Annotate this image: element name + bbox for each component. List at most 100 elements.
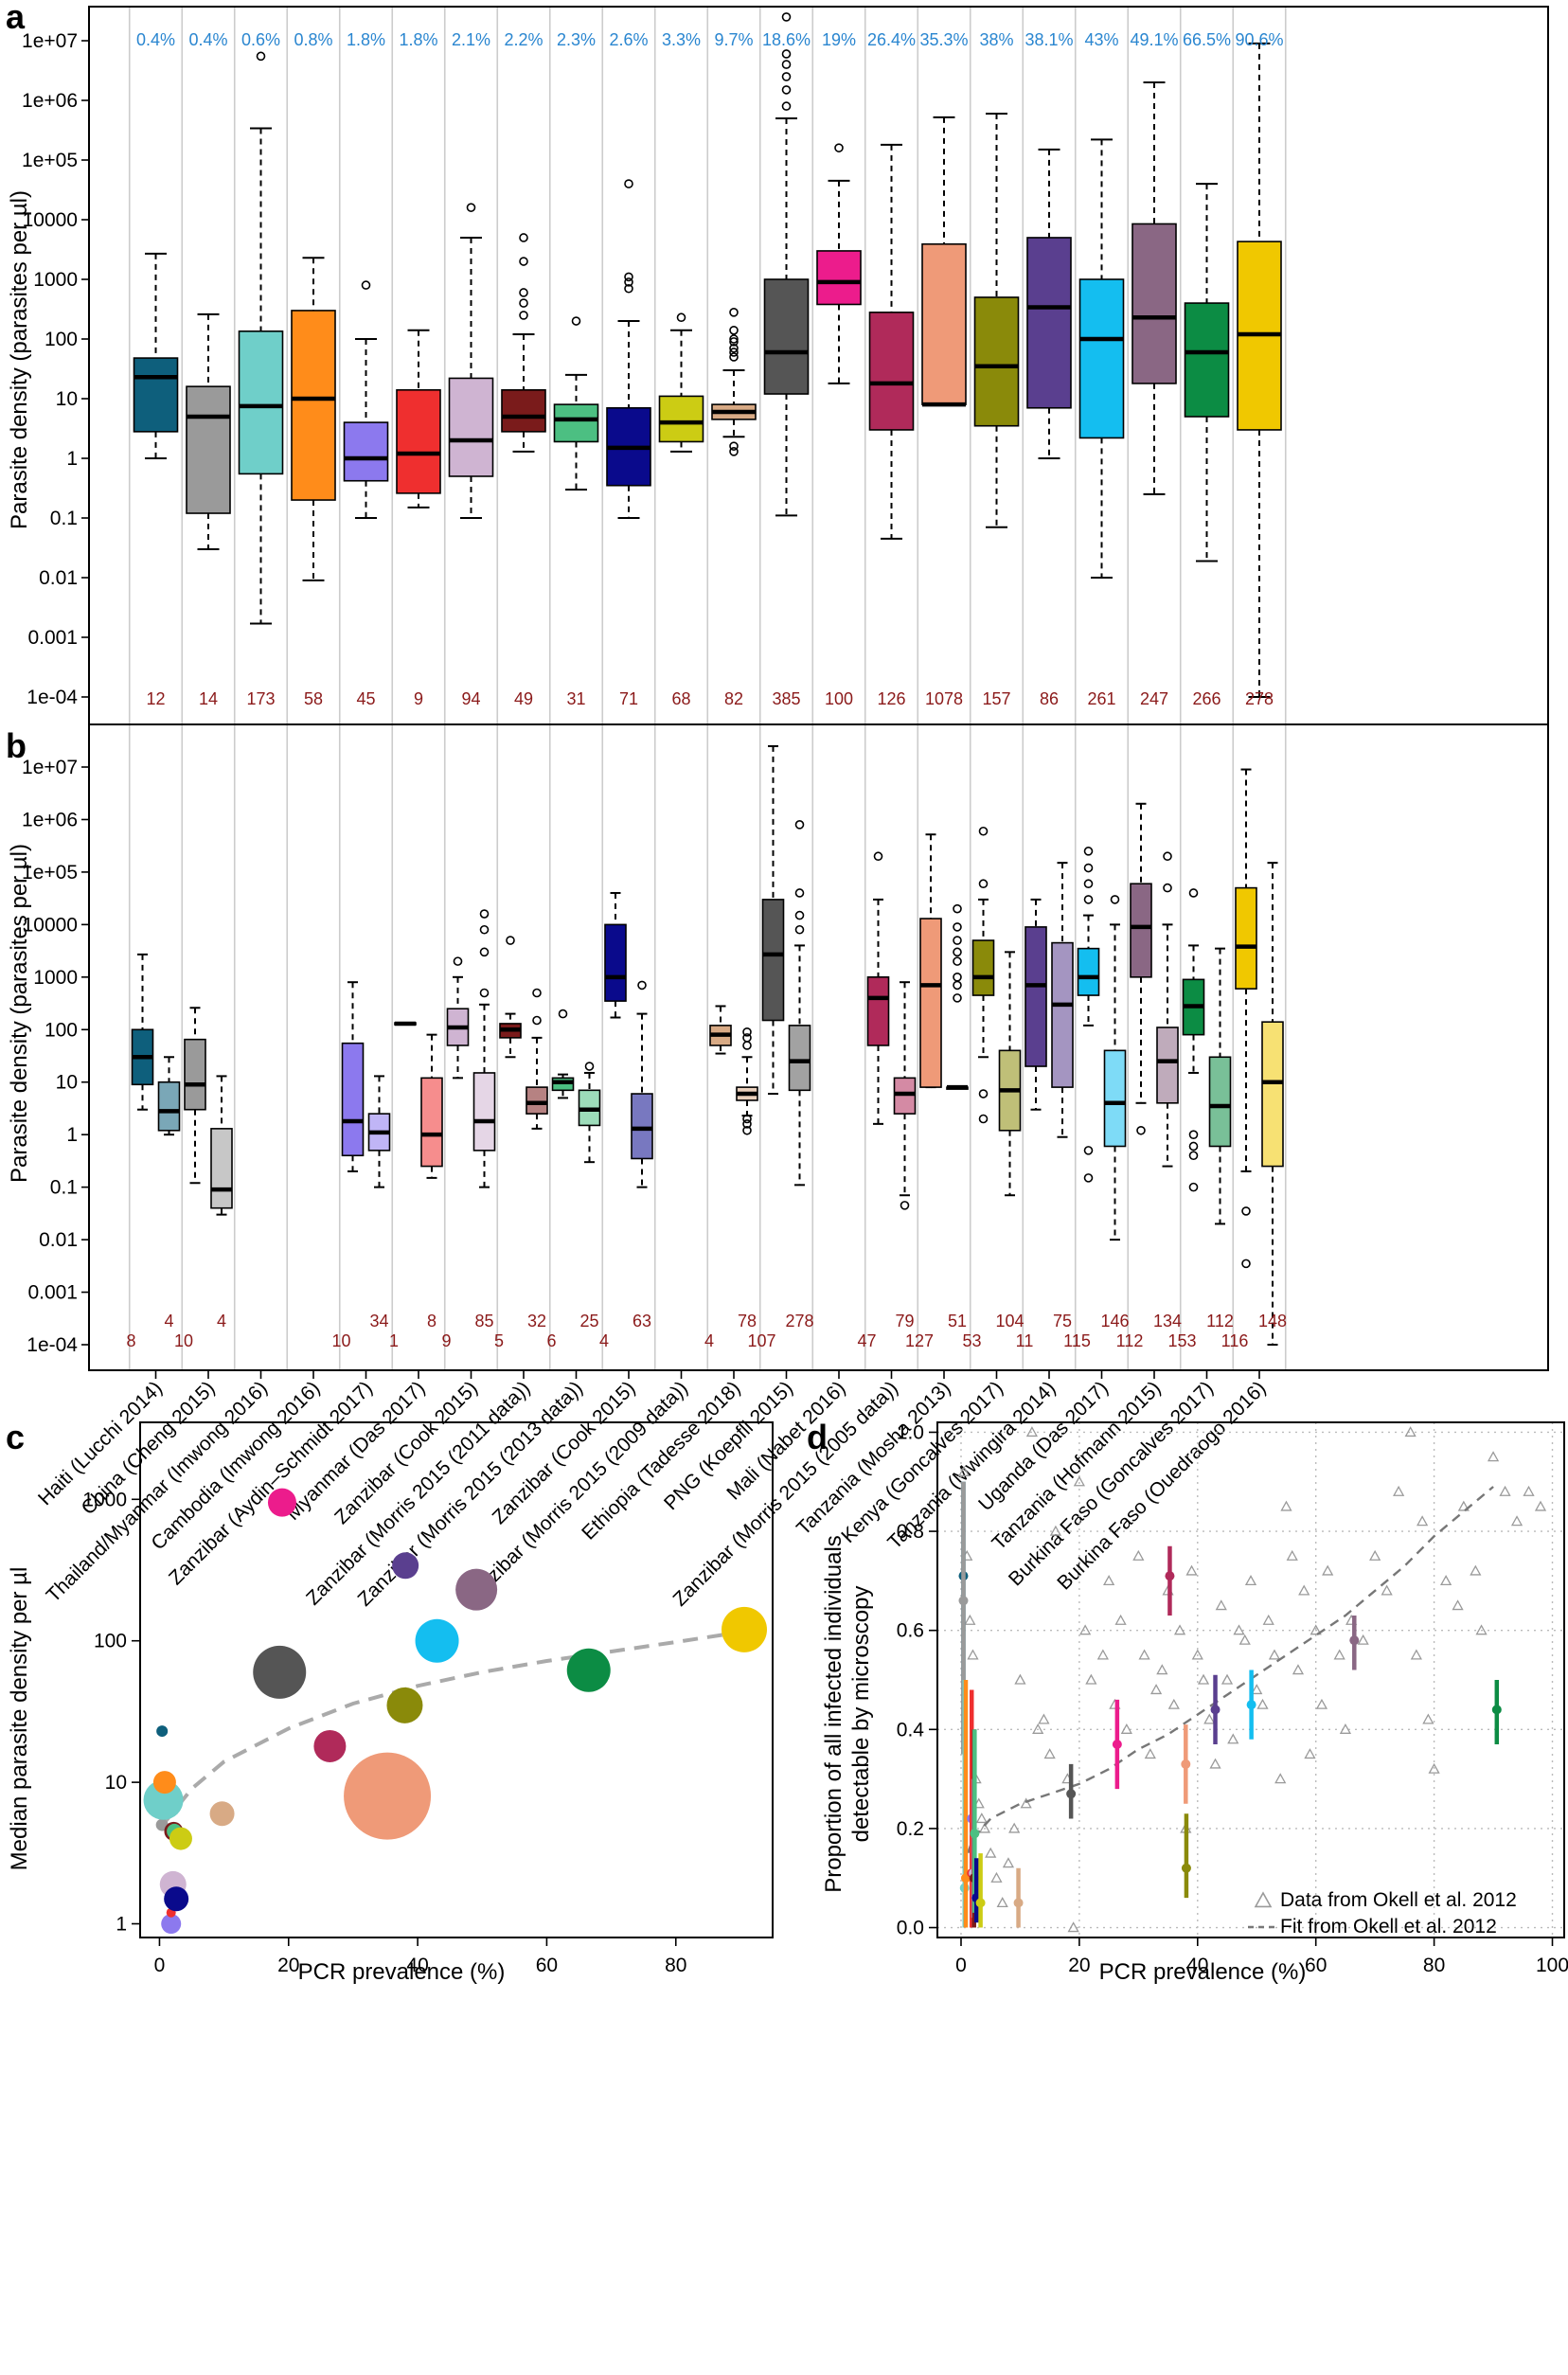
outlier-point	[361, 280, 371, 290]
panel-a-chart: 1e-04 0.001 0.01 0.1 1 10 100 1000 10000 1e+05 1e+…	[22, 6, 1549, 725]
sample-size-right: 63	[633, 1312, 651, 1330]
sample-size-left: 116	[1221, 1331, 1249, 1350]
okell-data-point	[1032, 1723, 1044, 1734]
prevalence-label: 43%	[1084, 30, 1118, 49]
okell-data-point	[1227, 1733, 1239, 1744]
box-b-right-13	[788, 820, 811, 1187]
box	[1103, 1049, 1127, 1148]
box-b-right-10	[631, 980, 653, 1188]
okell-data-point	[1339, 1723, 1352, 1734]
box-b-right-15	[893, 981, 917, 1210]
box-b-right-5	[367, 1075, 391, 1188]
box-b-left-18	[1025, 898, 1047, 1111]
outlier-point	[978, 879, 989, 889]
okell-data-point	[1262, 1614, 1274, 1625]
sample-size-left: 115	[1063, 1331, 1091, 1350]
plot-frame	[88, 723, 1549, 1371]
box-a-18	[1026, 148, 1072, 459]
estimate-point	[1491, 1705, 1502, 1715]
x-tick-label: 40	[1186, 1955, 1208, 1976]
legend-fit-label: Fit from Okell et al. 2012	[1280, 1916, 1497, 1938]
outlier-point	[781, 101, 792, 111]
box-a-1	[133, 252, 179, 459]
y-tick-label: 0.01	[39, 567, 78, 589]
outlier-point	[558, 1009, 568, 1019]
okell-data-point	[990, 1871, 1003, 1883]
sample-size-label: 86	[1040, 689, 1059, 708]
y-tick-label: 10	[56, 388, 78, 410]
box-a-15	[868, 143, 915, 540]
sample-size-label: 31	[566, 689, 585, 708]
box	[631, 1093, 653, 1160]
sample-size-label: 126	[877, 689, 905, 708]
panel-d-xlabel: PCR prevalence (%)	[1099, 1959, 1307, 1985]
estimate-point	[958, 1596, 969, 1606]
estimate-point	[975, 1898, 986, 1908]
okell-data-point	[1067, 1921, 1079, 1933]
panel-b-ylabel: Parasite density (parasites per µl)	[7, 844, 32, 1183]
box-b-right-12	[736, 1027, 758, 1135]
box-b-right-9	[578, 1062, 601, 1164]
x-tick-label: 60	[536, 1955, 558, 1976]
sample-size-label: 266	[1192, 689, 1221, 708]
study-estimate	[1165, 1545, 1175, 1616]
outlier-point	[1083, 863, 1094, 873]
okell-data-point	[1191, 1649, 1203, 1660]
estimate-point	[1066, 1789, 1077, 1799]
study-estimate	[1349, 1616, 1360, 1670]
outlier-point	[781, 49, 792, 59]
box-b-right-20	[1156, 851, 1179, 1168]
okell-data-point	[1238, 1634, 1251, 1645]
box	[1051, 941, 1074, 1088]
x-tick-label: 0	[154, 1955, 166, 1976]
legend-data-label: Data from Okell et al. 2012	[1280, 1889, 1517, 1911]
outlier-point	[794, 888, 805, 898]
box-a-9	[553, 316, 599, 491]
prevalence-label: 2.3%	[557, 30, 596, 49]
outlier-point	[781, 60, 792, 69]
study-estimate	[1181, 1813, 1191, 1899]
box-b-right-6	[420, 1033, 443, 1179]
prevalence-label: 0.6%	[241, 30, 280, 49]
okell-data-point	[1203, 1713, 1216, 1724]
study-estimate	[1210, 1674, 1221, 1744]
okell-data-point	[1369, 1549, 1381, 1561]
box	[184, 1038, 206, 1111]
outlier-point	[729, 348, 739, 357]
box	[526, 1086, 548, 1115]
okell-data-point	[1428, 1762, 1440, 1774]
sample-size-right: 134	[1153, 1312, 1182, 1330]
outlier-point	[834, 143, 844, 152]
sample-size-right: 32	[527, 1312, 546, 1330]
estimate-point	[1165, 1571, 1175, 1581]
okell-data-point	[1233, 1624, 1245, 1635]
prevalence-label: 26.4%	[867, 30, 916, 49]
outlier-point	[1083, 1146, 1094, 1155]
outlier-point	[729, 325, 739, 335]
box	[1025, 926, 1047, 1067]
outlier-point	[1163, 851, 1172, 862]
y-tick-label: 1000	[33, 269, 78, 291]
study-point	[253, 1645, 307, 1699]
outlier-point	[729, 343, 739, 353]
fit-curve	[161, 1630, 741, 1827]
okell-data-point	[1523, 1485, 1535, 1496]
study-estimate	[1181, 1724, 1191, 1804]
panel-a-ylabel: Parasite density (parasites per µl)	[7, 190, 32, 529]
outlier-point	[479, 924, 490, 935]
box-a-2	[186, 312, 231, 550]
box-b-left-9	[551, 1009, 575, 1099]
sample-size-label: 58	[304, 689, 323, 708]
okell-data-point	[1144, 1748, 1156, 1759]
box	[1026, 237, 1072, 409]
box	[868, 312, 915, 431]
box-a-7	[448, 203, 494, 519]
prevalence-label: 2.1%	[452, 30, 490, 49]
box-b-left-15	[866, 851, 890, 1125]
x-tick-label: 60	[1305, 1955, 1327, 1976]
study-point	[267, 1488, 296, 1517]
sample-size-label: 82	[724, 689, 743, 708]
y-tick-label: 0.6	[897, 1620, 924, 1642]
prevalence-label: 0.4%	[188, 30, 227, 49]
outlier-point	[978, 1114, 989, 1124]
